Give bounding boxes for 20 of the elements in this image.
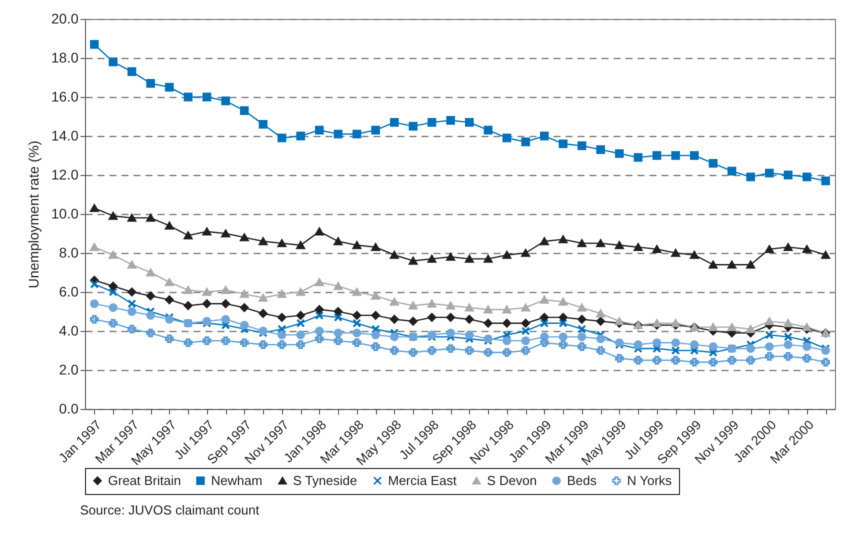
y-tick-label: 10.0 (51, 206, 79, 222)
legend-label: S Devon (487, 472, 537, 488)
legend-label: Great Britain (108, 472, 181, 488)
y-tick-label: 18.0 (51, 50, 79, 66)
y-tick-label: 20.0 (51, 10, 79, 26)
y-tick-label: 0.0 (59, 400, 79, 416)
source-note: Source: JUVOS claimant count (80, 502, 260, 518)
legend-label: Newham (211, 472, 262, 488)
legend-label: Mercia East (388, 472, 458, 488)
legend-label: S Tyneside (293, 472, 358, 488)
y-axis-title: Unemployment rate (%) (25, 140, 42, 288)
y-tick-label: 16.0 (51, 88, 79, 104)
y-tick-label: 4.0 (59, 322, 79, 338)
y-tick-label: 12.0 (51, 166, 79, 182)
y-tick-label: 2.0 (59, 362, 79, 378)
y-tick-label: 14.0 (51, 128, 79, 144)
legend-label: N Yorks (627, 472, 672, 488)
y-tick-label: 8.0 (59, 244, 79, 260)
y-tick-label: 6.0 (59, 284, 79, 300)
legend-label: Beds (567, 472, 598, 488)
